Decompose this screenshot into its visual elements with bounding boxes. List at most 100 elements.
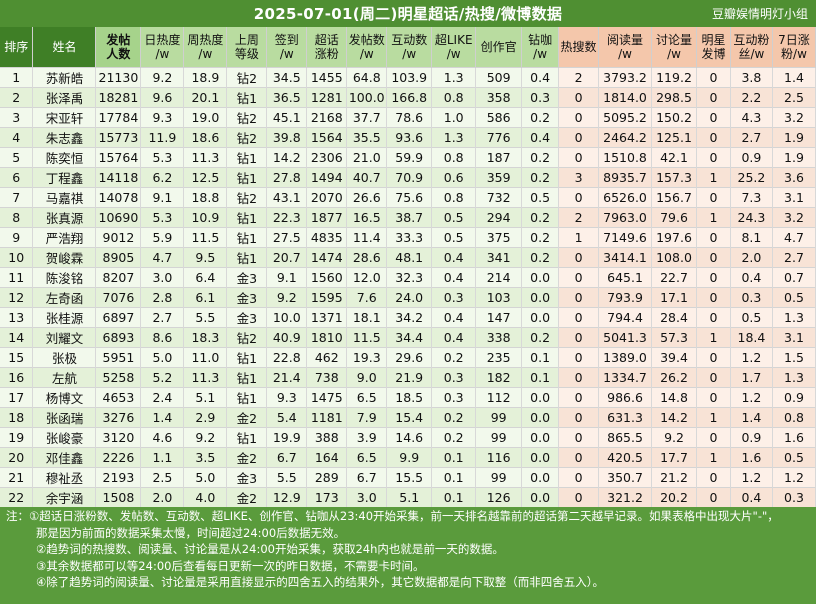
- table-cell: 187: [475, 146, 523, 167]
- table-cell: 9.2: [183, 426, 228, 447]
- table-cell: 0: [558, 486, 600, 507]
- table-cell: 0.1: [521, 366, 560, 387]
- table-cell: 0: [558, 286, 600, 307]
- table-cell: 钻1: [226, 146, 268, 167]
- table-cell: 0: [696, 346, 731, 367]
- table-cell: 2.5: [772, 86, 816, 107]
- table-row: 8 张真源 10690 5.3 10.9 钻1 22.3 1877 16.5 38.7 0.5 294…: [0, 206, 816, 227]
- table-cell: 17.1: [651, 286, 697, 307]
- table-cell: 金3: [226, 266, 268, 287]
- table-cell: 4.7: [772, 226, 816, 247]
- table-cell: 0: [558, 86, 600, 107]
- table-cell: 0.2: [521, 206, 560, 227]
- table-cell: 7: [0, 186, 34, 207]
- table-cell: 5.0: [183, 466, 228, 487]
- table-cell: 14: [0, 326, 34, 347]
- table-cell: 9.2: [651, 426, 697, 447]
- table-cell: 2: [558, 66, 600, 87]
- table-cell: 0.2: [521, 246, 560, 267]
- table-cell: 杨博文: [32, 386, 97, 407]
- table-cell: 0.8: [431, 186, 477, 207]
- table-cell: 0.5: [521, 186, 560, 207]
- table-cell: 3.1: [772, 326, 816, 347]
- table-cell: 0.2: [431, 426, 477, 447]
- table-cell: 1877: [306, 206, 348, 227]
- table-cell: 2.9: [183, 406, 228, 427]
- table-cell: 钻1: [226, 86, 268, 107]
- table-cell: 11.0: [183, 346, 228, 367]
- table-cell: 14.8: [651, 386, 697, 407]
- table-cell: 147: [475, 306, 523, 327]
- table-cell: 39.4: [651, 346, 697, 367]
- table-cell: 0: [696, 186, 731, 207]
- table-cell: 14078: [95, 186, 142, 207]
- table-cell: 0.3: [730, 286, 773, 307]
- table-cell: 0.9: [730, 426, 773, 447]
- table-cell: 2193: [95, 466, 142, 487]
- table-cell: 37.7: [346, 106, 388, 127]
- table-cell: 11.3: [183, 366, 228, 387]
- table-cell: 0: [696, 106, 731, 127]
- table-cell: 5.3: [140, 206, 185, 227]
- table-cell: 732: [475, 186, 523, 207]
- column-header-8: 发帖数/w: [346, 27, 388, 67]
- table-cell: 1.2: [730, 466, 773, 487]
- table-cell: 4835: [306, 226, 348, 247]
- table-cell: 0: [558, 326, 600, 347]
- table-cell: 586: [475, 106, 523, 127]
- table-cell: 苏新皓: [32, 66, 97, 87]
- table-cell: 1: [696, 326, 731, 347]
- table-cell: 0.4: [730, 486, 773, 507]
- table-cell: 1494: [306, 166, 348, 187]
- table-row: 17 杨博文 4653 2.4 5.1 钻1 9.3 1475 6.5 18.5 0.3 112 0.0…: [0, 386, 816, 407]
- table-cell: 0.1: [521, 346, 560, 367]
- column-header-15: 讨论量/w: [651, 27, 697, 67]
- table-cell: 19.3: [346, 346, 388, 367]
- table-cell: 22.3: [266, 206, 308, 227]
- table-cell: 3793.2: [598, 66, 653, 87]
- table-cell: 2464.2: [598, 126, 653, 147]
- table-cell: 0: [696, 426, 731, 447]
- table-cell: 1: [0, 66, 34, 87]
- table-cell: 左航: [32, 366, 97, 387]
- table-cell: 5.1: [386, 486, 433, 507]
- table-cell: 21.2: [651, 466, 697, 487]
- table-cell: 6897: [95, 306, 142, 327]
- column-header-0: 排序: [0, 27, 34, 67]
- column-header-13: 热搜数: [558, 27, 600, 67]
- table-cell: 5.3: [140, 146, 185, 167]
- table-cell: 余宇涵: [32, 486, 97, 507]
- table-cell: 103.9: [386, 66, 433, 87]
- table-cell: 0.2: [521, 326, 560, 347]
- table-cell: 2.4: [140, 386, 185, 407]
- table-cell: 298.5: [651, 86, 697, 107]
- table-cell: 19: [0, 426, 34, 447]
- table-cell: 5951: [95, 346, 142, 367]
- table-cell: 38.7: [386, 206, 433, 227]
- table-cell: 1510.8: [598, 146, 653, 167]
- table-cell: 21.9: [386, 366, 433, 387]
- table-cell: 0.2: [521, 166, 560, 187]
- table-cell: 0.3: [431, 366, 477, 387]
- table-cell: 64.8: [346, 66, 388, 87]
- table-cell: 0: [558, 106, 600, 127]
- data-table: 排序 姓名 发帖 人数 日热度/w 周热度/w 上周 等级 签到/w 超话 涨粉 发帖数/w 互动数/w…: [0, 27, 816, 507]
- table-cell: 173: [306, 486, 348, 507]
- table-cell: 3: [558, 166, 600, 187]
- table-cell: 0.3: [772, 486, 816, 507]
- table-cell: 0.0: [521, 306, 560, 327]
- table-cell: 0.3: [431, 286, 477, 307]
- table-cell: 3.2: [772, 106, 816, 127]
- table-cell: 19.0: [183, 106, 228, 127]
- table-cell: 1.5: [772, 346, 816, 367]
- table-cell: 0: [558, 466, 600, 487]
- table-cell: 3.0: [346, 486, 388, 507]
- column-header-2: 发帖 人数: [95, 27, 142, 67]
- table-row: 11 陈浚铭 8207 3.0 6.4 金3 9.1 1560 12.0 32.3 0.4 214 0.…: [0, 266, 816, 287]
- table-cell: 0: [558, 426, 600, 447]
- table-row: 21 穆祉丞 2193 2.5 5.0 金3 5.5 289 6.7 15.5 0.1 99 0.0 0 3…: [0, 466, 816, 487]
- table-cell: 103: [475, 286, 523, 307]
- table-cell: 18.6: [183, 126, 228, 147]
- table-cell: 0: [558, 186, 600, 207]
- table-cell: 5.5: [183, 306, 228, 327]
